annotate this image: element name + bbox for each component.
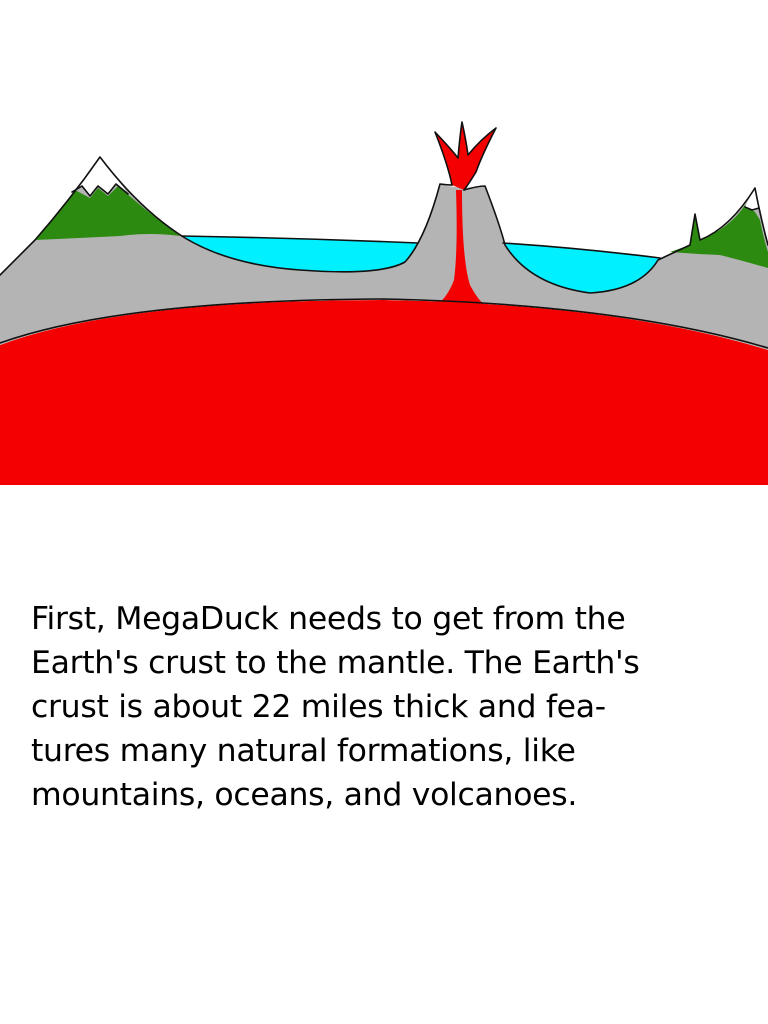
story-line-2: Earth's crust to the mantle. The Earth's <box>31 645 640 681</box>
ocean-left <box>182 236 418 272</box>
story-line-3: crust is about 22 miles thick and fea- <box>31 689 606 725</box>
mantle <box>0 300 768 485</box>
crust <box>0 157 768 350</box>
ocean-right <box>503 243 660 293</box>
volcano-eruption <box>435 122 496 190</box>
earth-cross-section-illustration <box>0 0 768 490</box>
story-paragraph: First, MegaDuck needs to get from the Ea… <box>31 597 746 817</box>
outlines <box>0 121 768 349</box>
story-line-4: tures many natural formations, like <box>31 733 576 769</box>
story-line-1: First, MegaDuck needs to get from the <box>31 601 626 637</box>
volcano-lava-conduit <box>438 190 484 304</box>
earth-crust-cross-section-icon <box>0 121 768 485</box>
mountain-grass-left <box>35 186 180 240</box>
story-line-5: mountains, oceans, and volcanoes. <box>31 777 578 813</box>
